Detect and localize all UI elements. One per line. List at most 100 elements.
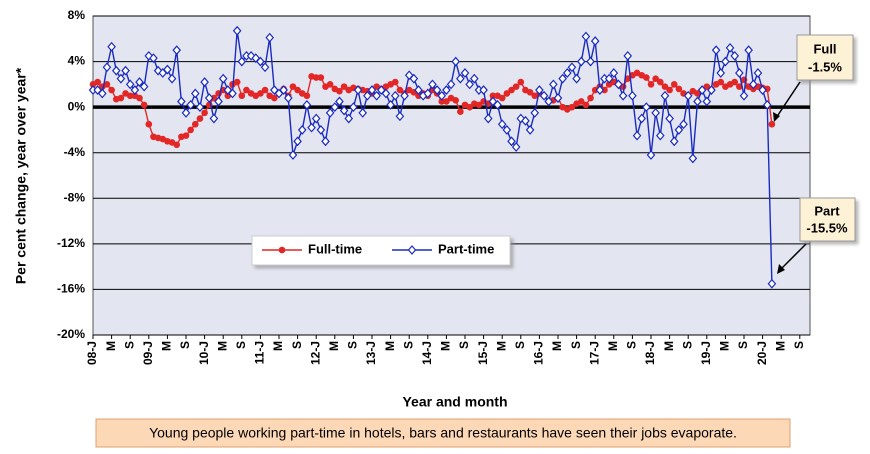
- marker: [674, 125, 684, 135]
- marker: [572, 73, 581, 84]
- marker: [717, 78, 725, 86]
- x-tick-label: M: [550, 341, 564, 351]
- marker: [302, 99, 312, 110]
- marker: [544, 96, 553, 107]
- x-tick-label: S: [792, 341, 806, 349]
- annotation-text: -1.5%: [808, 59, 842, 74]
- marker: [307, 122, 316, 133]
- x-tick-label: M: [215, 341, 229, 351]
- annotation-text: -15.5%: [806, 220, 848, 235]
- plot-area: [92, 15, 811, 336]
- marker: [601, 86, 608, 94]
- marker: [367, 85, 377, 95]
- marker: [530, 107, 540, 118]
- x-tick-label: 20-J: [755, 341, 769, 365]
- marker: [525, 125, 535, 135]
- y-tick-label: -20%: [57, 327, 85, 341]
- marker: [558, 73, 567, 84]
- marker: [108, 86, 115, 94]
- marker: [140, 101, 148, 109]
- marker: [409, 73, 419, 84]
- marker: [256, 56, 265, 67]
- marker: [135, 77, 144, 87]
- marker: [414, 85, 423, 95]
- marker: [326, 81, 334, 88]
- marker: [767, 278, 777, 289]
- marker: [228, 88, 237, 99]
- marker: [498, 94, 506, 102]
- x-tick-label: 10-J: [197, 341, 211, 365]
- x-tick-label: M: [718, 341, 732, 351]
- legend-label: Full-time: [308, 241, 362, 256]
- marker: [336, 87, 343, 95]
- marker: [251, 53, 261, 64]
- marker: [438, 98, 446, 105]
- marker: [526, 89, 534, 96]
- marker: [316, 125, 326, 135]
- marker: [223, 85, 233, 95]
- marker: [163, 64, 172, 75]
- marker: [372, 90, 381, 101]
- marker: [311, 113, 321, 124]
- marker: [260, 62, 270, 73]
- marker: [270, 85, 279, 95]
- marker: [697, 85, 707, 95]
- marker: [493, 99, 502, 110]
- marker: [294, 86, 301, 94]
- marker: [483, 113, 493, 124]
- marker: [312, 74, 320, 81]
- x-tick-label: 09-J: [141, 341, 155, 365]
- marker: [201, 109, 208, 117]
- marker: [218, 73, 228, 84]
- marker: [297, 125, 307, 135]
- marker: [475, 101, 483, 109]
- marker: [731, 78, 738, 86]
- marker: [489, 92, 497, 100]
- annotation-box: [796, 34, 854, 81]
- marker: [145, 120, 153, 128]
- marker: [446, 79, 456, 90]
- marker: [642, 102, 651, 113]
- marker: [340, 83, 348, 90]
- marker: [126, 92, 134, 100]
- marker: [196, 115, 204, 122]
- marker: [591, 86, 599, 94]
- marker: [694, 90, 701, 97]
- marker: [192, 120, 199, 128]
- marker: [665, 113, 674, 124]
- marker: [535, 85, 544, 95]
- marker: [116, 73, 126, 84]
- marker: [683, 90, 693, 101]
- caption: Young people working part-time in hotels…: [149, 425, 737, 441]
- marker: [647, 81, 655, 88]
- x-tick-label: S: [401, 341, 415, 349]
- marker: [303, 92, 311, 100]
- marker: [325, 107, 335, 118]
- lines: [88, 25, 777, 289]
- x-tick-label: M: [327, 341, 341, 351]
- marker: [512, 83, 520, 90]
- marker: [568, 103, 576, 111]
- annotation-text: Part: [814, 203, 840, 218]
- marker: [288, 150, 298, 160]
- marker: [330, 102, 340, 113]
- x-tick-label: 13-J: [364, 341, 378, 365]
- marker: [404, 70, 414, 81]
- marker: [358, 107, 367, 118]
- marker: [456, 73, 465, 84]
- marker: [451, 56, 460, 67]
- x-tick-label: M: [494, 341, 508, 351]
- x-tick-label: 16-J: [532, 341, 546, 365]
- marker: [624, 75, 632, 82]
- x-axis-title: Year and month: [402, 394, 507, 410]
- marker: [117, 94, 125, 102]
- marker: [432, 85, 442, 95]
- y-tick-label: 8%: [68, 8, 86, 22]
- marker: [396, 86, 404, 94]
- annotation-full: Full -1.5%: [773, 34, 854, 122]
- marker: [181, 107, 191, 118]
- x-tick-label: 18-J: [643, 341, 657, 365]
- marker: [503, 90, 511, 97]
- marker: [390, 90, 400, 101]
